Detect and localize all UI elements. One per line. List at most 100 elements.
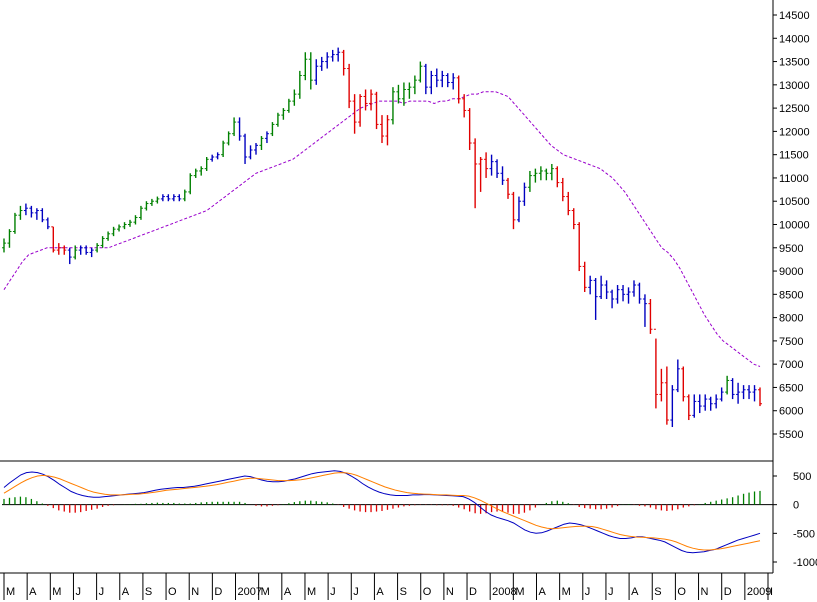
month-label: D: [214, 586, 222, 598]
ohlc-bar: [232, 117, 237, 137]
ohlc-bar: [314, 59, 319, 85]
ohlc-bar: [308, 52, 313, 90]
ohlc-bar: [500, 166, 505, 185]
month-label: D: [724, 586, 732, 598]
ohlc-bar: [34, 208, 39, 220]
ohlc-bar: [642, 294, 647, 327]
month-label: A: [29, 586, 37, 598]
month-label: A: [122, 586, 130, 598]
price-tick-label: 8000: [779, 313, 803, 325]
ohlc-bar: [210, 154, 215, 162]
ohlc-bar: [681, 366, 686, 402]
month-label: J: [585, 586, 591, 598]
ohlc-bar: [254, 143, 258, 155]
ohlc-bar: [128, 219, 132, 227]
ohlc-bar: [549, 163, 554, 181]
ohlc-bar: [7, 229, 12, 248]
ohlc-bar: [138, 205, 143, 220]
macd-tick-label: -1000: [793, 557, 817, 569]
ohlc-bar: [697, 394, 702, 414]
ohlc-bar: [385, 115, 390, 146]
ohlc-bar: [445, 73, 450, 88]
price-tick-label: 9500: [779, 243, 803, 255]
ohlc-bar: [538, 166, 543, 181]
ohlc-bar: [248, 145, 253, 160]
ohlc-bar: [215, 152, 220, 160]
price-tick-label: 6500: [779, 382, 803, 394]
ohlc-bar: [390, 87, 395, 125]
ohlc-bar: [429, 70, 434, 95]
ohlc-bar: [653, 328, 658, 409]
ohlc-bar: [407, 82, 412, 99]
ohlc-bar: [522, 182, 527, 206]
ohlc-bar: [2, 238, 6, 253]
ohlc-bar: [12, 212, 17, 234]
month-label: O: [423, 586, 432, 598]
chart-frame: [0, 0, 774, 574]
ohlc-bar: [434, 68, 439, 88]
month-label: O: [168, 586, 177, 598]
ohlc-bar: [56, 243, 61, 255]
month-label: N: [191, 586, 199, 598]
ohlc-bar: [84, 245, 89, 255]
price-panel: [2, 47, 762, 428]
ohlc-bar: [544, 168, 549, 181]
macd-line: [3, 470, 761, 554]
month-label: M: [307, 586, 316, 598]
ohlc-bar: [221, 140, 226, 157]
ohlc-bar: [571, 208, 576, 230]
ohlc-bar: [160, 194, 165, 202]
price-tick-label: 12500: [779, 103, 810, 115]
ohlc-bar: [626, 287, 631, 304]
ohlc-bar: [286, 98, 291, 113]
ohlc-bar: [648, 298, 653, 334]
ohlc-bar: [73, 245, 78, 260]
ohlc-bar: [188, 173, 193, 195]
price-tick-label: 10500: [779, 196, 810, 208]
ohlc-bar: [149, 198, 154, 206]
ohlc-bar: [506, 177, 510, 199]
price-tick-label: 14000: [779, 33, 810, 45]
macd-panel: [2, 470, 773, 554]
price-tick-label: 13500: [779, 57, 810, 69]
ohlc-bar: [106, 231, 111, 241]
ohlc-bar: [374, 91, 379, 130]
ohlc-bar: [516, 196, 521, 223]
ohlc-bar: [171, 194, 176, 202]
month-label: M: [261, 586, 270, 598]
month-label: M: [515, 586, 524, 598]
ohlc-bar: [275, 112, 280, 127]
month-label: S: [400, 586, 407, 598]
month-label: J: [330, 586, 336, 598]
ohlc-bar: [730, 378, 735, 400]
ohlc-bar: [670, 385, 675, 428]
ohlc-bar: [599, 275, 604, 299]
month-label: A: [284, 586, 292, 598]
month-label: S: [145, 586, 152, 598]
price-tick-label: 11000: [779, 173, 809, 185]
month-label: S: [654, 586, 661, 598]
price-tick-label: 9000: [779, 266, 803, 278]
price-tick-label: 5500: [779, 429, 803, 441]
month-label: J: [99, 586, 105, 598]
ohlc-bar: [412, 75, 417, 95]
ohlc-bar: [51, 226, 56, 253]
ohlc-bar: [473, 138, 478, 209]
month-label: M: [562, 586, 571, 598]
ohlc-bar: [237, 117, 242, 141]
signal-line: [3, 472, 761, 551]
ohlc-bar: [451, 73, 456, 90]
ohlc-bar: [303, 52, 308, 81]
ohlc-bar: [440, 70, 445, 88]
month-label: N: [701, 586, 709, 598]
month-label: M: [6, 586, 15, 598]
ohlc-bar: [270, 122, 275, 137]
price-tick-label: 7000: [779, 359, 803, 371]
ohlc-bar: [708, 396, 713, 411]
ohlc-bar: [747, 385, 752, 400]
ohlc-bar: [297, 70, 302, 99]
ohlc-bar: [29, 205, 34, 218]
ohlc-bar: [604, 280, 609, 299]
ohlc-bar: [199, 166, 204, 176]
